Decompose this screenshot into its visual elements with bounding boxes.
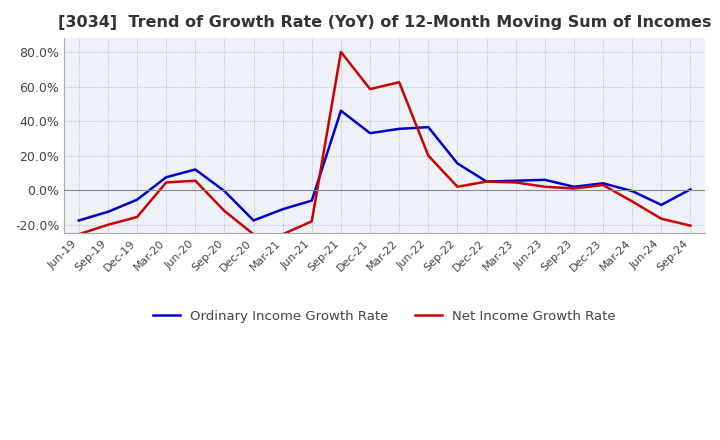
Line: Ordinary Income Growth Rate: Ordinary Income Growth Rate: [78, 111, 690, 220]
Net Income Growth Rate: [657, 216, 665, 221]
Title: [3034]  Trend of Growth Rate (YoY) of 12-Month Moving Sum of Incomes: [3034] Trend of Growth Rate (YoY) of 12-…: [58, 15, 711, 30]
Net Income Growth Rate: [511, 180, 520, 185]
Net Income Growth Rate: [104, 222, 112, 227]
Net Income Growth Rate: [628, 199, 636, 204]
Ordinary Income Growth Rate: [482, 179, 491, 184]
Net Income Growth Rate: [307, 219, 316, 224]
Ordinary Income Growth Rate: [307, 198, 316, 203]
Net Income Growth Rate: [599, 183, 608, 188]
Ordinary Income Growth Rate: [657, 202, 665, 208]
Ordinary Income Growth Rate: [132, 197, 141, 202]
Ordinary Income Growth Rate: [395, 126, 403, 132]
Net Income Growth Rate: [570, 186, 578, 191]
Net Income Growth Rate: [395, 80, 403, 85]
Ordinary Income Growth Rate: [249, 218, 258, 223]
Ordinary Income Growth Rate: [162, 175, 171, 180]
Legend: Ordinary Income Growth Rate, Net Income Growth Rate: Ordinary Income Growth Rate, Net Income …: [148, 305, 621, 328]
Ordinary Income Growth Rate: [279, 207, 287, 212]
Ordinary Income Growth Rate: [599, 181, 608, 186]
Net Income Growth Rate: [482, 179, 491, 184]
Ordinary Income Growth Rate: [104, 209, 112, 214]
Net Income Growth Rate: [279, 231, 287, 237]
Net Income Growth Rate: [132, 214, 141, 220]
Ordinary Income Growth Rate: [686, 187, 695, 192]
Ordinary Income Growth Rate: [220, 188, 229, 194]
Net Income Growth Rate: [686, 223, 695, 228]
Net Income Growth Rate: [453, 184, 462, 189]
Ordinary Income Growth Rate: [337, 108, 346, 114]
Net Income Growth Rate: [74, 231, 83, 237]
Ordinary Income Growth Rate: [424, 125, 433, 130]
Ordinary Income Growth Rate: [541, 177, 549, 183]
Ordinary Income Growth Rate: [628, 188, 636, 194]
Ordinary Income Growth Rate: [511, 178, 520, 183]
Net Income Growth Rate: [366, 86, 374, 92]
Ordinary Income Growth Rate: [191, 167, 199, 172]
Net Income Growth Rate: [249, 231, 258, 237]
Ordinary Income Growth Rate: [453, 161, 462, 166]
Ordinary Income Growth Rate: [366, 131, 374, 136]
Net Income Growth Rate: [162, 180, 171, 185]
Line: Net Income Growth Rate: Net Income Growth Rate: [78, 52, 690, 234]
Net Income Growth Rate: [191, 178, 199, 183]
Net Income Growth Rate: [337, 49, 346, 55]
Net Income Growth Rate: [541, 184, 549, 189]
Ordinary Income Growth Rate: [74, 218, 83, 223]
Net Income Growth Rate: [424, 153, 433, 158]
Ordinary Income Growth Rate: [570, 184, 578, 189]
Net Income Growth Rate: [220, 208, 229, 213]
